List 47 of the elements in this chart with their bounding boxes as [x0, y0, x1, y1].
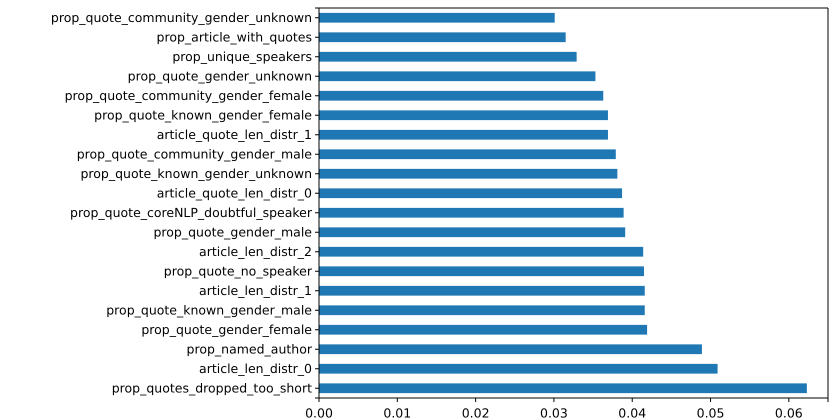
y-tick-label: prop_quote_coreNLP_doubtful_speaker	[70, 204, 313, 220]
bar	[319, 266, 644, 276]
bar	[319, 208, 624, 218]
y-tick-label: prop_quote_no_speaker	[164, 263, 313, 278]
bar	[319, 52, 577, 62]
bar	[319, 383, 807, 394]
bar	[319, 286, 645, 296]
y-tick-label: prop_quote_gender_unknown	[128, 68, 312, 84]
x-tick-label: 0.00	[305, 406, 333, 418]
y-tick-label: prop_quote_gender_female	[141, 322, 312, 337]
bar	[319, 149, 616, 160]
y-tick-label: prop_named_author	[186, 341, 313, 356]
y-tick-label: article_len_distr_1	[199, 282, 312, 298]
bar	[319, 110, 608, 120]
bar	[319, 227, 626, 238]
y-tick-label: prop_quote_known_gender_female	[94, 107, 312, 122]
x-tick-label: 0.04	[618, 406, 646, 418]
x-tick-label: 0.06	[774, 406, 803, 418]
bar	[319, 32, 566, 42]
y-tick-label: article_quote_len_distr_1	[156, 126, 312, 142]
x-tick-label: 0.05	[696, 406, 724, 418]
bar	[319, 130, 608, 140]
y-tick-label: prop_quote_community_gender_male	[76, 146, 312, 162]
bar	[319, 188, 622, 198]
y-tick-label: article_quote_len_distr_0	[156, 185, 312, 200]
bar	[319, 324, 648, 335]
bar	[319, 305, 645, 316]
bar	[319, 90, 604, 101]
bar	[319, 168, 618, 179]
x-tick-label: 0.02	[462, 406, 490, 418]
y-tick-label: article_len_distr_2	[199, 244, 312, 259]
bar	[319, 71, 596, 82]
y-tick-label: prop_quote_community_gender_unknown	[50, 10, 312, 25]
x-tick-label: 0.03	[540, 406, 568, 418]
y-tick-label: article_len_distr_0	[199, 360, 312, 376]
bar	[319, 12, 555, 23]
bar	[319, 246, 644, 257]
y-tick-label: prop_quote_community_gender_female	[64, 88, 312, 103]
bar	[319, 344, 702, 354]
bar	[319, 364, 718, 374]
y-tick-label: prop_article_with_quotes	[156, 29, 312, 44]
y-tick-label: prop_unique_speakers	[172, 48, 312, 64]
y-tick-label: prop_quotes_dropped_too_short	[112, 380, 312, 396]
y-tick-label: prop_quote_known_gender_male	[106, 302, 312, 318]
x-tick-label: 0.01	[383, 406, 412, 418]
y-tick-label: prop_quote_gender_male	[153, 224, 312, 240]
y-tick-label: prop_quote_known_gender_unknown	[80, 166, 312, 181]
